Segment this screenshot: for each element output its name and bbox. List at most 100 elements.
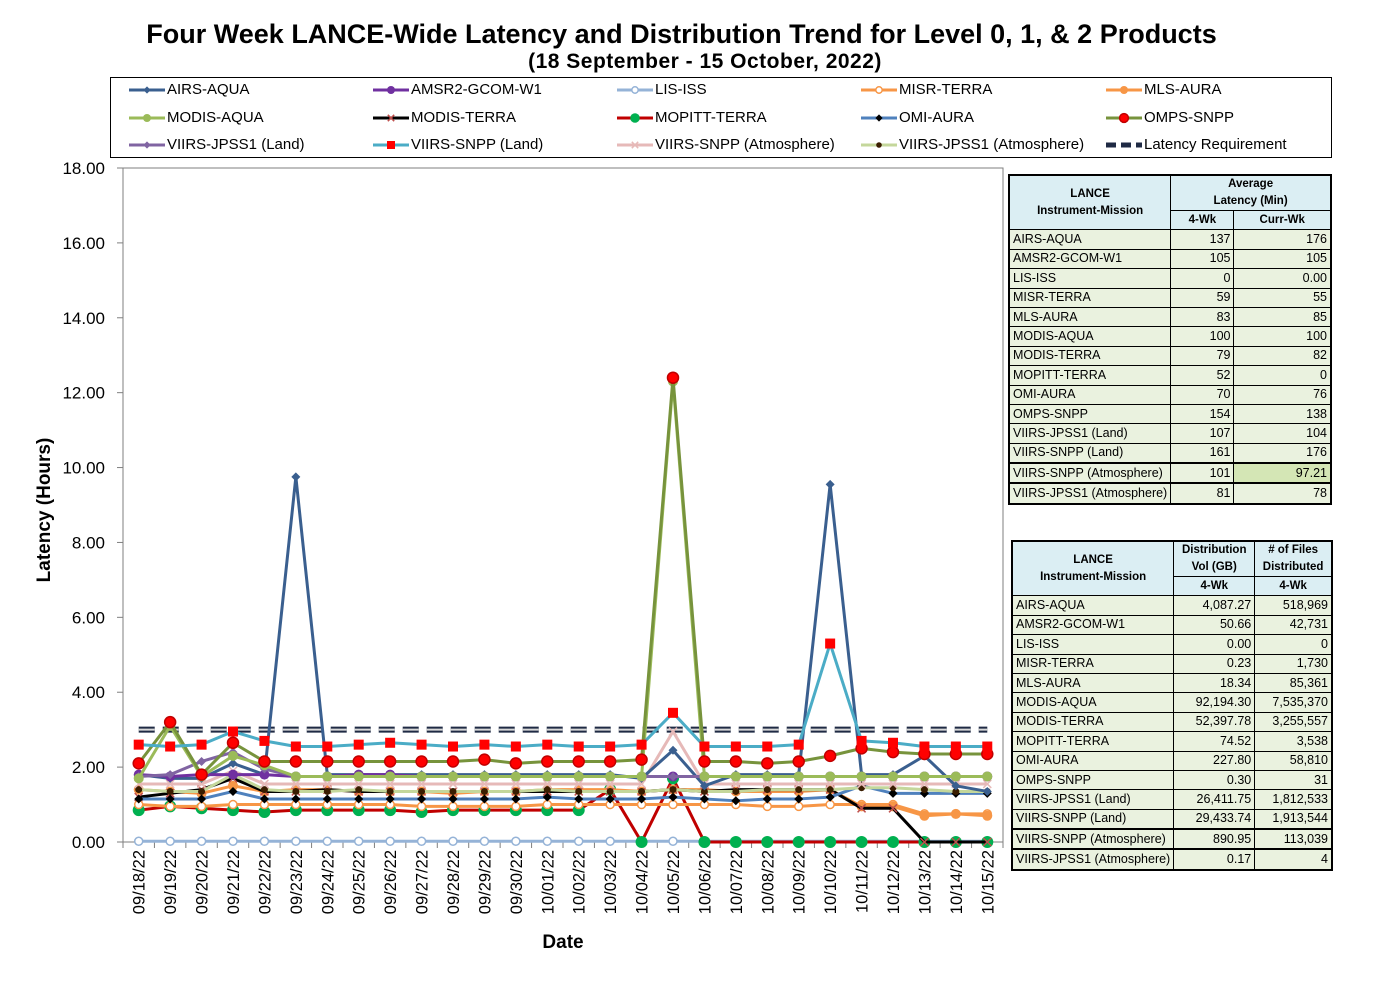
legend-label: MODIS-AQUA [167, 109, 264, 126]
series-marker [228, 726, 238, 737]
series-marker [875, 86, 883, 94]
legend-label: VIIRS-SNPP (Atmosphere) [655, 136, 835, 153]
series-marker [259, 769, 270, 780]
series-marker [982, 779, 992, 789]
latency-row: VIIRS-JPSS1 (Land) 107 104 [1008, 423, 1332, 444]
x-tick-label: 09/20/22 [194, 850, 212, 914]
latency-instrument: MLS-AURA [1008, 306, 1172, 328]
series-marker [322, 836, 333, 847]
series-marker [857, 779, 867, 789]
distribution-row: MODIS-AQUA 92,194.30 7,535,370 [1011, 692, 1333, 713]
latency-value-b: 78 [1233, 482, 1332, 505]
series-marker [196, 836, 207, 847]
x-tick-label: 09/27/22 [414, 850, 432, 914]
series-marker [635, 836, 648, 848]
x-tick-label: 10/05/22 [665, 850, 683, 914]
series-marker [385, 771, 396, 782]
latency-instrument: MISR-TERRA [1008, 287, 1172, 308]
x-tick-label: 09/22/22 [256, 850, 274, 914]
series-marker [606, 787, 614, 795]
series-marker [511, 794, 521, 804]
series-marker [509, 757, 523, 770]
series-marker [731, 796, 741, 806]
x-tick-label: 10/14/22 [948, 850, 966, 914]
series-marker [729, 836, 742, 848]
legend-item: Latency Requirement [1104, 136, 1287, 154]
distribution-instrument: LIS-ISS [1011, 634, 1175, 655]
series-marker [260, 786, 268, 794]
dist-col-vol-4wk: 4-Wk [1173, 575, 1256, 597]
series-marker [196, 739, 207, 750]
series-marker [605, 836, 615, 847]
series-marker [543, 786, 551, 794]
latency-instrument: VIIRS-JPSS1 (Atmosphere) [1008, 482, 1172, 505]
latency-header-instrument: LANCE Instrument-Mission [1008, 174, 1172, 231]
legend-swatch-icon [1106, 86, 1142, 95]
latency-row: VIIRS-SNPP (Land) 161 176 [1008, 442, 1332, 464]
series-marker [417, 779, 427, 789]
series-marker [321, 755, 334, 768]
series-marker [354, 779, 364, 789]
x-tick-label: 10/01/22 [539, 850, 557, 914]
x-tick-label: 10/10/22 [822, 850, 840, 914]
series-marker [636, 771, 647, 782]
distribution-row: AMSR2-GCOM-W1 50.66 42,731 [1011, 614, 1333, 636]
x-tick-label: 10/04/22 [634, 850, 652, 914]
legend-swatch-icon [617, 86, 653, 94]
series-marker [950, 808, 961, 819]
series-marker [605, 779, 615, 789]
latency-instrument: VIIRS-JPSS1 (Land) [1008, 423, 1172, 444]
latency-instrument: VIIRS-SNPP (Land) [1008, 442, 1172, 464]
series-marker [573, 836, 584, 847]
legend-label: AMSR2-GCOM-W1 [411, 81, 542, 98]
series-marker [919, 741, 930, 752]
series-marker [635, 753, 648, 766]
series-marker [291, 836, 301, 847]
distribution-value-a: 74.52 [1173, 731, 1256, 752]
distribution-instrument: MLS-AURA [1011, 672, 1175, 694]
series-marker [478, 753, 491, 766]
series-marker [323, 787, 331, 795]
series-marker [196, 801, 207, 812]
latency-instrument: MOPITT-TERRA [1008, 365, 1172, 386]
series-marker [730, 771, 741, 782]
latency-instrument: LIS-ISS [1008, 268, 1172, 289]
series-line [137, 379, 988, 780]
series-marker [541, 755, 554, 768]
series-marker [762, 771, 773, 782]
series-marker [637, 779, 647, 789]
distribution-instrument: VIIRS-SNPP (Land) [1011, 808, 1175, 830]
legend-label: OMI-AURA [899, 109, 974, 126]
legend-item: VIIRS-JPSS1 (Atmosphere) [859, 136, 1084, 154]
legend-label: VIIRS-JPSS1 (Land) [167, 136, 305, 153]
series-marker [603, 755, 617, 768]
series-marker [793, 739, 804, 750]
series-marker [762, 779, 772, 789]
latency-value-b: 82 [1233, 345, 1332, 367]
series-marker [731, 779, 741, 789]
series-marker [542, 836, 553, 847]
legend-swatch-icon [861, 86, 897, 94]
series-marker [669, 786, 677, 794]
series-marker [448, 794, 458, 804]
series-marker [165, 794, 175, 804]
distribution-value-a: 0.23 [1173, 653, 1256, 674]
series-marker [824, 836, 837, 848]
distribution-value-a: 890.95 [1173, 828, 1256, 851]
series-marker [448, 779, 458, 789]
series-line [138, 730, 988, 786]
series-marker [637, 794, 647, 804]
series-marker [888, 788, 898, 798]
x-tick-label: 10/09/22 [791, 850, 809, 914]
series-marker [134, 794, 144, 804]
latency-value-a: 101 [1170, 462, 1235, 485]
distribution-value-b: 58,810 [1254, 750, 1333, 771]
distribution-value-b: 0 [1254, 634, 1333, 655]
latency-instrument: MODIS-AQUA [1008, 326, 1172, 347]
series-marker [668, 707, 678, 718]
series-marker [166, 787, 174, 795]
latency-row: AMSR2-GCOM-W1 105 105 [1008, 248, 1332, 270]
series-marker [511, 801, 521, 812]
legend-label: VIIRS-JPSS1 (Atmosphere) [899, 136, 1085, 153]
latency-instrument: VIIRS-SNPP (Atmosphere) [1008, 462, 1172, 485]
